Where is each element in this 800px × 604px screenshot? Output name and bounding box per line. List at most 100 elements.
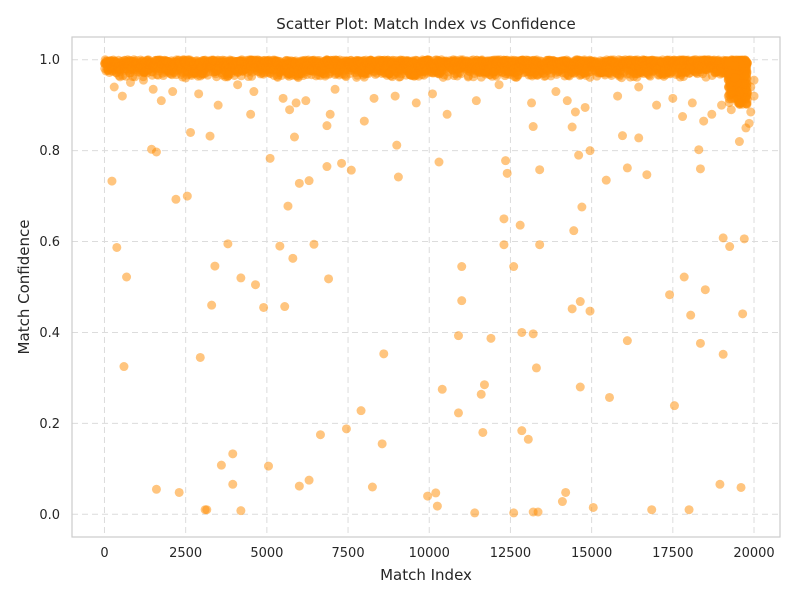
data-point: [359, 116, 369, 126]
data-point: [725, 242, 735, 252]
data-point: [746, 82, 756, 92]
data-point: [575, 297, 585, 307]
data-point: [322, 121, 332, 131]
data-point: [301, 96, 311, 106]
data-point: [523, 434, 533, 444]
data-point: [109, 82, 119, 92]
x-tick-label: 5000: [250, 546, 283, 561]
data-point: [453, 408, 463, 418]
data-point: [207, 300, 217, 310]
data-point: [315, 430, 325, 440]
y-axis-label: Match Confidence: [15, 220, 33, 355]
data-point: [580, 102, 590, 112]
data-point: [304, 176, 314, 186]
data-point: [202, 505, 212, 515]
data-point: [275, 241, 285, 251]
data-point: [617, 131, 627, 141]
y-tick-label: 0.6: [39, 235, 60, 250]
data-point: [738, 309, 748, 319]
y-tick-label: 0.8: [39, 144, 60, 159]
data-point: [707, 109, 717, 119]
data-point: [470, 508, 480, 518]
data-point: [588, 502, 598, 512]
data-point: [749, 91, 759, 101]
y-tick-label: 0.4: [39, 326, 60, 341]
data-point: [687, 98, 697, 108]
data-point: [736, 482, 746, 492]
chart-title: Scatter Plot: Match Index vs Confidence: [276, 15, 575, 33]
x-tick-label: 15000: [571, 546, 612, 561]
data-point: [457, 296, 467, 306]
plot-area: [72, 37, 780, 537]
data-point: [194, 89, 204, 99]
data-point: [684, 505, 694, 515]
data-point: [117, 91, 127, 101]
ticks-layer: 0 2500 5000 7500 10000 12500 15000 17500 20000 0.…: [39, 53, 774, 561]
data-point: [515, 220, 525, 230]
data-point: [457, 262, 467, 272]
x-tick-label: 2500: [169, 546, 202, 561]
data-point: [634, 133, 644, 143]
data-point: [330, 84, 340, 94]
data-point: [535, 240, 545, 250]
data-point: [652, 100, 662, 110]
data-point: [604, 392, 614, 402]
data-point: [739, 234, 749, 244]
data-point: [186, 127, 196, 137]
data-point: [107, 176, 117, 186]
data-point: [369, 93, 379, 103]
data-point: [734, 137, 744, 147]
data-point: [122, 272, 132, 282]
data-point: [181, 73, 191, 83]
data-point: [431, 488, 441, 498]
data-point: [390, 91, 400, 101]
data-point: [718, 233, 728, 243]
y-tick-label: 0.2: [39, 417, 60, 432]
data-point: [695, 338, 705, 348]
x-tick-label: 17500: [652, 546, 693, 561]
data-point: [574, 150, 584, 160]
data-point: [250, 280, 260, 290]
data-point: [294, 481, 304, 491]
x-tick-label: 7500: [332, 546, 365, 561]
data-point: [283, 201, 293, 211]
data-point: [304, 475, 314, 485]
data-point: [337, 158, 347, 168]
data-point: [531, 363, 541, 373]
data-point: [437, 384, 447, 394]
data-point: [213, 100, 223, 110]
data-point: [263, 461, 273, 471]
y-tick-label: 1.0: [39, 53, 60, 68]
data-point: [678, 112, 688, 122]
data-point: [686, 310, 696, 320]
data-point: [509, 262, 519, 272]
data-point: [585, 146, 595, 156]
data-point: [557, 497, 567, 507]
data-point: [528, 329, 538, 339]
data-point: [171, 194, 181, 204]
data-point: [502, 168, 512, 178]
data-point: [726, 105, 736, 115]
x-tick-label: 20000: [733, 546, 774, 561]
data-point: [499, 214, 509, 224]
data-point: [392, 140, 402, 150]
x-tick-label: 12500: [490, 546, 531, 561]
data-point: [309, 239, 319, 249]
data-point: [533, 507, 543, 517]
data-point: [499, 240, 509, 250]
data-point: [744, 118, 754, 128]
data-point: [730, 73, 740, 83]
data-point: [715, 479, 725, 489]
data-point: [749, 75, 759, 85]
data-point: [562, 96, 572, 106]
data-point: [577, 202, 587, 212]
data-point: [569, 226, 579, 236]
data-point: [259, 302, 269, 312]
data-point: [325, 109, 335, 119]
data-point: [138, 75, 148, 85]
data-point: [442, 109, 452, 119]
data-point: [528, 122, 538, 132]
data-point: [367, 482, 377, 492]
data-point: [280, 302, 290, 312]
